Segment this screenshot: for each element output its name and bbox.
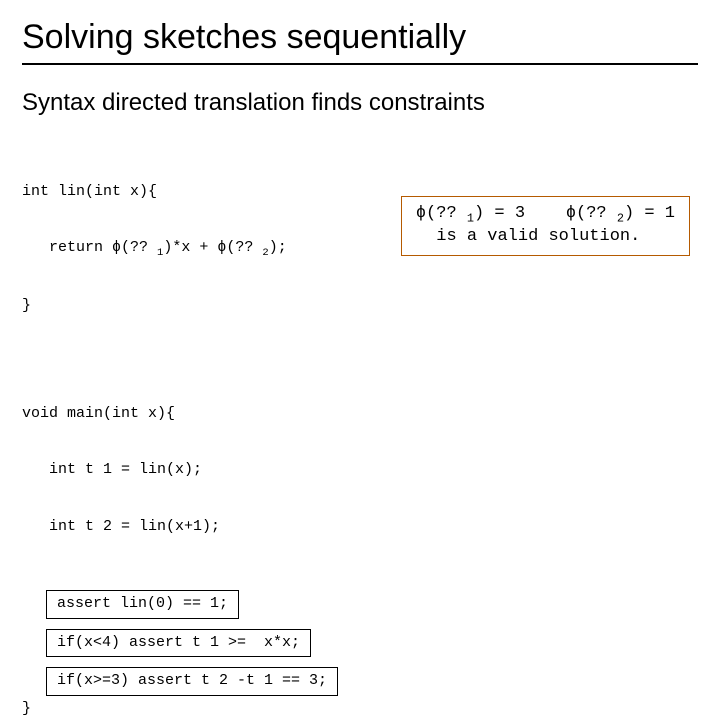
sol-text: ) = 1	[624, 204, 675, 223]
slide: Solving sketches sequentially Syntax dir…	[0, 0, 720, 540]
code-main-t1: int t 1 = lin(x);	[22, 461, 698, 480]
assert-box-2: if(x<4) assert t 1 >= x*x;	[46, 629, 311, 658]
slide-subtitle: Syntax directed translation finds constr…	[22, 89, 698, 117]
assert-box-3: if(x>=3) assert t 2 -t 1 == 3;	[46, 667, 338, 696]
sol-sub: 2	[617, 211, 624, 225]
code-text: )*x + ϕ(??	[163, 239, 262, 256]
code-main-t2: int t 2 = lin(x+1);	[22, 518, 698, 537]
solution-box: ϕ(?? 1) = 3 ϕ(?? 2) = 1 is a valid solut…	[401, 196, 690, 256]
sol-text: ϕ(??	[416, 204, 467, 223]
code-main-sig: void main(int x){	[22, 405, 698, 424]
sol-text: ) = 3 ϕ(??	[474, 204, 617, 223]
sol-sub: 1	[467, 211, 474, 225]
title-rule	[22, 63, 698, 65]
code-text: );	[269, 239, 287, 256]
code-text: return ϕ(??	[22, 239, 157, 256]
code-close: }	[22, 297, 698, 316]
assert-box-1: assert lin(0) == 1;	[46, 590, 239, 619]
code-main-close: }	[22, 700, 698, 719]
slide-title: Solving sketches sequentially	[22, 18, 698, 57]
code-main: void main(int x){ int t 1 = lin(x); int …	[22, 368, 698, 574]
sol-line2: is a valid solution.	[416, 227, 640, 246]
